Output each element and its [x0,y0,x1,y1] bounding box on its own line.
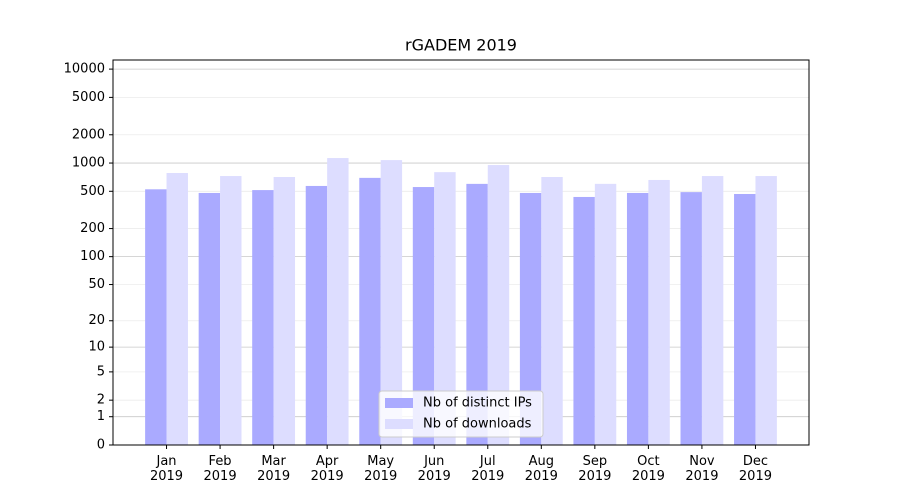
bar [487,165,510,445]
y-tick-label: 200 [80,221,105,236]
bar [519,192,542,445]
legend-label: Nb of downloads [423,417,532,432]
legend-label: Nb of distinct IPs [423,396,532,411]
x-tick-label: Feb 2019 [203,454,237,484]
chart-title: rGADEM 2019 [405,36,517,55]
bar [626,192,649,445]
legend-box [378,390,544,438]
bar [359,177,381,446]
x-tick-label: Jul 2019 [471,454,505,484]
bar [220,176,242,445]
y-tick-label: 100 [80,249,105,264]
y-tick-label: 2000 [72,127,105,142]
y-tick-label: 20 [88,313,105,328]
bar [755,176,777,445]
bar [594,183,617,446]
y-tick-label: 5 [97,364,105,379]
bar [198,192,221,445]
x-tick-label: Mar 2019 [257,454,291,484]
bar [701,176,724,445]
legend-swatch [385,419,413,429]
x-tick-label: Apr 2019 [310,454,344,484]
bar [305,185,328,446]
bar [166,173,188,445]
bar [466,183,488,446]
bar [734,193,756,445]
x-tick-label: Jun 2019 [417,454,451,484]
legend-swatch [385,398,413,408]
y-tick-label: 50 [88,277,105,292]
x-tick-label: Dec 2019 [738,454,772,484]
x-tick-label: Jan 2019 [149,454,184,484]
plot-frame [112,59,810,446]
bar [273,177,296,445]
x-tick-label: Sep 2019 [578,454,612,484]
bar [573,196,595,445]
y-tick-label: 10 [88,340,105,355]
bar [680,192,702,445]
bar [327,158,349,445]
y-tick-label: 500 [80,184,105,199]
y-tick-label: 2 [97,393,105,408]
bar [648,179,670,446]
y-tick-label: 5000 [72,90,105,105]
y-tick-label: 1 [97,409,105,424]
bar [434,172,456,445]
bar [541,177,563,445]
y-tick-label: 0 [97,438,105,453]
y-tick-label: 1000 [72,156,105,171]
bar [252,190,274,445]
legend: Nb of distinct IPs Nb of downloads [378,390,544,438]
bar [145,189,167,445]
bar [412,187,435,445]
y-tick-label: 10000 [64,62,105,77]
x-tick-label: Oct 2019 [631,454,665,484]
x-tick-label: May 2019 [364,454,398,484]
bar [380,160,403,445]
x-tick-label: Nov 2019 [685,454,719,484]
x-tick-label: Aug 2019 [524,454,558,484]
